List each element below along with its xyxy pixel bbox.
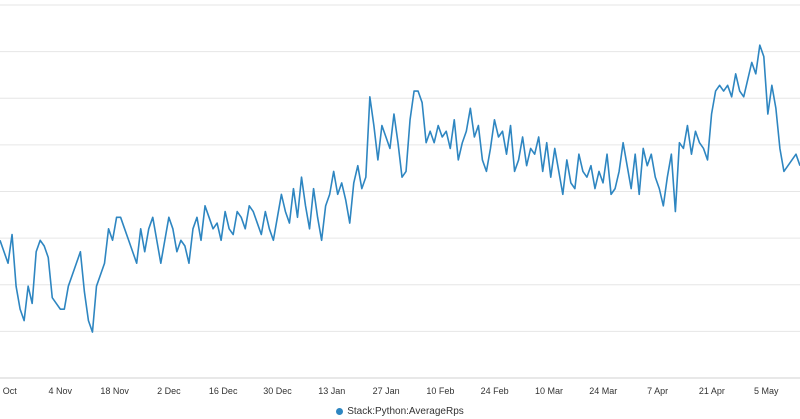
- x-tick-label: 21 Apr: [699, 386, 725, 396]
- x-tick-label: 30 Dec: [263, 386, 292, 396]
- legend-label: Stack:Python:AverageRps: [347, 405, 464, 417]
- x-tick-label: 2 Dec: [157, 386, 181, 396]
- x-axis: 1 Oct 4 Nov 18 Nov 2 Dec 16 Dec 30 Dec 13 Jan 2…: [0, 386, 779, 396]
- x-tick-label: 4 Nov: [49, 386, 73, 396]
- legend-swatch-dot: [336, 407, 344, 415]
- x-tick-label: 18 Nov: [100, 386, 129, 396]
- series-line-0[interactable]: [0, 44, 800, 333]
- legend-item-average-rps[interactable]: Stack:Python:AverageRps: [336, 406, 464, 417]
- gridlines: [0, 4, 800, 379]
- legend: Stack:Python:AverageRps: [0, 403, 800, 419]
- x-tick-label: 13 Jan: [318, 386, 345, 396]
- x-tick-label: 27 Jan: [373, 386, 400, 396]
- x-tick-label: 24 Feb: [481, 386, 509, 396]
- x-tick-label: 10 Feb: [426, 386, 454, 396]
- x-tick-label: 1 Oct: [0, 386, 17, 396]
- chart-canvas: 1 Oct 4 Nov 18 Nov 2 Dec 16 Dec 30 Dec 13 Jan 2…: [0, 4, 800, 396]
- series-layer: [0, 44, 800, 333]
- x-tick-label: 10 Mar: [535, 386, 563, 396]
- x-tick-label: 7 Apr: [647, 386, 668, 396]
- x-tick-label: 24 Mar: [589, 386, 617, 396]
- x-tick-label: 5 May: [754, 386, 779, 396]
- x-tick-label: 16 Dec: [209, 386, 238, 396]
